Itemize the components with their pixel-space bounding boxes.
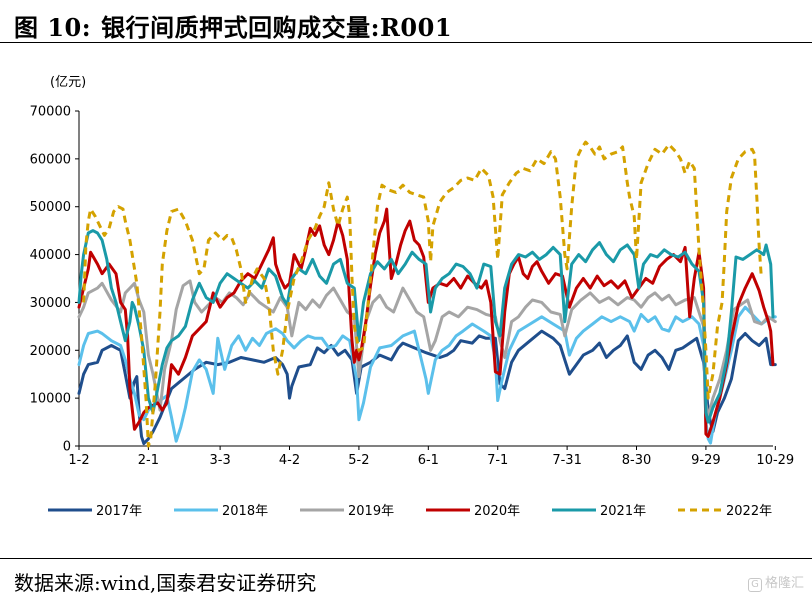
series-line-2020年 (77, 207, 775, 438)
figure-title-text: 银行间质押式回购成交量:R001 (101, 13, 453, 42)
series-line-2021年 (77, 229, 775, 424)
chart-series (77, 140, 777, 448)
x-tick-label: 6-1 (418, 453, 439, 468)
y-tick-label: 30000 (30, 296, 71, 311)
x-tick-label: 9-29 (691, 453, 721, 468)
x-tick-label: 2-1 (138, 453, 159, 468)
y-tick-label: 60000 (30, 152, 71, 167)
watermark-logo-icon: G (747, 578, 762, 592)
series-line-2019年 (77, 279, 777, 419)
series-line-2022年 (82, 140, 763, 448)
legend-label: 2021年 (600, 504, 646, 519)
figure-title: 图 10: 银行间质押式回购成交量:R001 (14, 8, 452, 43)
source-note: 数据来源:wind,国泰君安证券研究 (14, 571, 317, 595)
legend-label: 2017年 (96, 504, 142, 519)
x-tick-label: 1-2 (68, 453, 89, 468)
x-tick-label: 10-29 (756, 453, 794, 468)
title-rule (0, 42, 812, 43)
figure-label: 图 10: (14, 13, 92, 42)
chart-axes: (亿元) 0 10000 20000 30000 40000 50000 60000 70000… (30, 75, 795, 468)
y-tick-label: 0 (63, 440, 71, 455)
legend-label: 2020年 (474, 504, 520, 519)
legend-label: 2019年 (348, 504, 394, 519)
line-chart: (亿元) 0 10000 20000 30000 40000 50000 60000 70000… (30, 75, 795, 519)
y-tick-label: 10000 (30, 392, 71, 407)
y-tick-label: 70000 (30, 105, 71, 120)
y-tick-label: 50000 (30, 200, 71, 215)
y-tick-label: 40000 (30, 248, 71, 263)
x-tick-label: 7-31 (552, 453, 582, 468)
series-line-2018年 (77, 305, 777, 445)
watermark: G 格隆汇 (747, 572, 804, 592)
watermark-text: 格隆汇 (764, 576, 804, 591)
source-rule (0, 558, 812, 559)
y-axis-unit-label: (亿元) (50, 75, 86, 90)
legend-label: 2018年 (222, 504, 268, 519)
y-tick-label: 20000 (30, 344, 71, 359)
legend-label: 2022年 (726, 504, 772, 519)
x-tick-label: 8-30 (622, 453, 652, 468)
x-tick-label: 4-2 (279, 453, 300, 468)
x-tick-label: 7-1 (487, 453, 508, 468)
x-tick-label: 3-3 (209, 453, 230, 468)
x-tick-label: 5-2 (348, 453, 369, 468)
chart-legend: 2017年 2018年 2019年 2020年 2021年 2022年 (48, 504, 772, 519)
